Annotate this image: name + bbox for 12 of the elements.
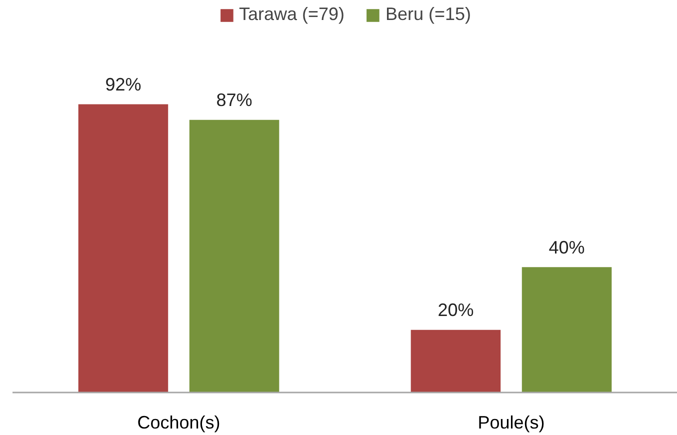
legend-label: Beru (=15): [386, 4, 472, 25]
data-label: 87%: [216, 90, 252, 110]
data-label: 40%: [548, 237, 585, 258]
x-tick-label: Cochon(s): [137, 412, 220, 432]
data-label: 20%: [438, 300, 474, 320]
bar: [522, 267, 612, 392]
bar: [78, 104, 168, 392]
bar: [189, 120, 280, 392]
x-tick-label: Poule(s): [478, 412, 545, 432]
data-label: 92%: [105, 74, 142, 94]
legend-label: Tarawa (=79): [238, 4, 345, 25]
bar: [410, 330, 501, 392]
